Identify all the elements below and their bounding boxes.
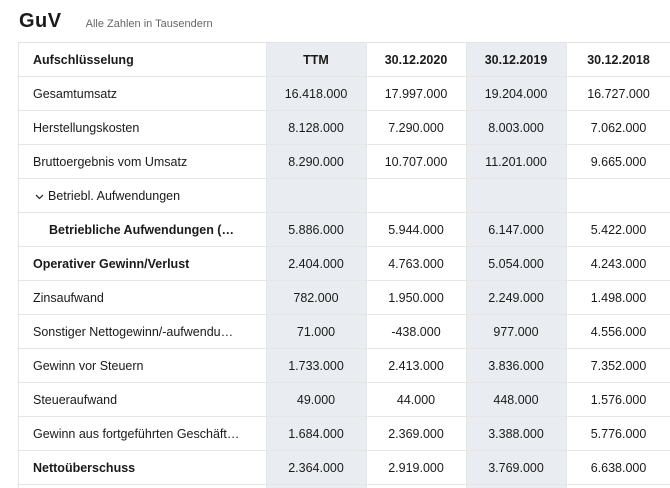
table-row-other-net: Sonstiger Nettogewinn/-aufwendu… 71.000 … [19, 315, 670, 349]
cell-value: 11.201.000 [466, 145, 566, 179]
cell-empty [366, 485, 466, 488]
table-row-operating-expenses: Betriebliche Aufwendungen (… 5.886.000 5… [19, 213, 670, 247]
cell-value: 5.054.000 [466, 247, 566, 281]
row-label: Sonstiger Nettogewinn/-aufwendu… [19, 315, 266, 349]
table-row-operating-income: Operativer Gewinn/Verlust 2.404.000 4.76… [19, 247, 670, 281]
column-header-breakdown: Aufschlüsselung [19, 43, 266, 77]
table-row-interest-expense: Zinsaufwand 782.000 1.950.000 2.249.000 … [19, 281, 670, 315]
row-label-expandable[interactable]: Betriebl. Aufwendungen [19, 179, 266, 213]
row-label: Herstellungskosten [19, 111, 266, 145]
cell-value: 5.776.000 [566, 417, 670, 451]
cell-value: 16.727.000 [566, 77, 670, 111]
cell-value: 5.944.000 [366, 213, 466, 247]
row-label: Betriebliche Aufwendungen (… [19, 213, 266, 247]
cell-value: 2.404.000 [266, 247, 366, 281]
cell-value: 2.413.000 [366, 349, 466, 383]
cell-value: 2.919.000 [366, 451, 466, 485]
cell-value: 19.204.000 [466, 77, 566, 111]
row-label: Nettoüberschuss [19, 451, 266, 485]
cell-value: 1.950.000 [366, 281, 466, 315]
page-title: GuV [19, 10, 62, 33]
cell-value: 3.836.000 [466, 349, 566, 383]
table-header-row: Aufschlüsselung TTM 30.12.2020 30.12.201… [19, 43, 670, 77]
column-header-2018[interactable]: 30.12.2018 [566, 43, 670, 77]
cell-value: 2.369.000 [366, 417, 466, 451]
column-header-2020[interactable]: 30.12.2020 [366, 43, 466, 77]
row-label: Steueraufwand [19, 383, 266, 417]
cell-value: 44.000 [366, 383, 466, 417]
table-row-pretax-income: Gewinn vor Steuern 1.733.000 2.413.000 3… [19, 349, 670, 383]
row-label-text: Betriebl. Aufwendungen [48, 189, 180, 203]
cell-value: 8.003.000 [466, 111, 566, 145]
cell-value: 10.707.000 [366, 145, 466, 179]
cell-value: 71.000 [266, 315, 366, 349]
cell-empty [466, 485, 566, 488]
table-row-revenue: Gesamtumsatz 16.418.000 17.997.000 19.20… [19, 77, 670, 111]
cell-value: 6.638.000 [566, 451, 670, 485]
cell-value: 4.763.000 [366, 247, 466, 281]
cell-value: 7.062.000 [566, 111, 670, 145]
cell-value: 7.352.000 [566, 349, 670, 383]
cell-value [466, 179, 566, 213]
row-label: Gewinn vor Steuern [19, 349, 266, 383]
cell-empty [19, 485, 266, 488]
cell-value: 4.243.000 [566, 247, 670, 281]
cell-value: 4.556.000 [566, 315, 670, 349]
row-label: Zinsaufwand [19, 281, 266, 315]
table-row-continuing-operations: Gewinn aus fortgeführten Geschäft… 1.684… [19, 417, 670, 451]
cell-value: 49.000 [266, 383, 366, 417]
cell-value [266, 179, 366, 213]
cell-value: -438.000 [366, 315, 466, 349]
cell-value [366, 179, 466, 213]
cell-value [566, 179, 670, 213]
cell-value: 9.665.000 [566, 145, 670, 179]
cell-value: 3.388.000 [466, 417, 566, 451]
table-row-cost-of-goods: Herstellungskosten 8.128.000 7.290.000 8… [19, 111, 670, 145]
cell-value: 1.576.000 [566, 383, 670, 417]
cell-value: 8.290.000 [266, 145, 366, 179]
chevron-down-icon[interactable] [33, 192, 45, 203]
row-label: Gewinn aus fortgeführten Geschäft… [19, 417, 266, 451]
cell-value: 1.498.000 [566, 281, 670, 315]
cell-value: 3.769.000 [466, 451, 566, 485]
cell-value: 6.147.000 [466, 213, 566, 247]
table-row-gross-profit: Bruttoergebnis vom Umsatz 8.290.000 10.7… [19, 145, 670, 179]
column-header-ttm[interactable]: TTM [266, 43, 366, 77]
cell-value: 977.000 [466, 315, 566, 349]
cell-value: 17.997.000 [366, 77, 466, 111]
cell-value: 7.290.000 [366, 111, 466, 145]
cell-value: 782.000 [266, 281, 366, 315]
page-subtitle: Alle Zahlen in Tausendern [86, 18, 213, 30]
cell-value: 8.128.000 [266, 111, 366, 145]
column-header-2019[interactable]: 30.12.2019 [466, 43, 566, 77]
cell-empty [566, 485, 670, 488]
cell-value: 1.733.000 [266, 349, 366, 383]
cell-value: 16.418.000 [266, 77, 366, 111]
cell-value: 448.000 [466, 383, 566, 417]
cell-value: 1.684.000 [266, 417, 366, 451]
row-label: Gesamtumsatz [19, 77, 266, 111]
row-label: Bruttoergebnis vom Umsatz [19, 145, 266, 179]
row-label: Operativer Gewinn/Verlust [19, 247, 266, 281]
cell-value: 5.886.000 [266, 213, 366, 247]
income-statement-table: Aufschlüsselung TTM 30.12.2020 30.12.201… [19, 43, 670, 488]
cell-value: 2.249.000 [466, 281, 566, 315]
table-row-partial [19, 485, 670, 488]
table-row-net-income: Nettoüberschuss 2.364.000 2.919.000 3.76… [19, 451, 670, 485]
cell-empty [266, 485, 366, 488]
cell-value: 5.422.000 [566, 213, 670, 247]
table-row-operating-expenses-group[interactable]: Betriebl. Aufwendungen [19, 179, 670, 213]
table-row-tax-expense: Steueraufwand 49.000 44.000 448.000 1.57… [19, 383, 670, 417]
page-header: GuV Alle Zahlen in Tausendern [19, 10, 213, 33]
cell-value: 2.364.000 [266, 451, 366, 485]
income-statement-table-container[interactable]: Aufschlüsselung TTM 30.12.2020 30.12.201… [18, 42, 670, 488]
